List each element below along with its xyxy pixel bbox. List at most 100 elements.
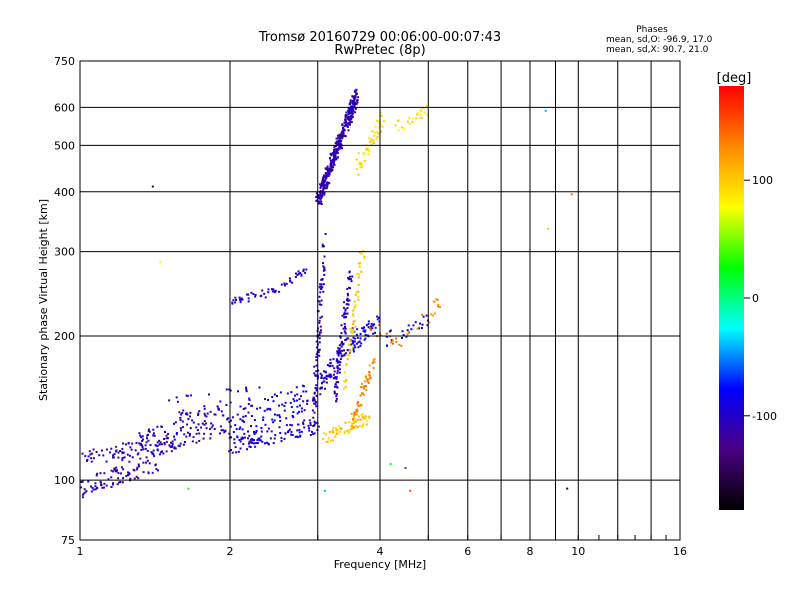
data-point — [341, 147, 344, 150]
data-point — [364, 385, 367, 387]
data-point — [338, 430, 341, 433]
data-point — [195, 441, 198, 444]
data-point — [130, 448, 133, 451]
data-point — [334, 376, 337, 379]
data-point — [360, 342, 363, 345]
data-point — [327, 437, 330, 440]
data-point — [81, 496, 84, 499]
data-point — [229, 389, 232, 392]
data-point — [343, 430, 346, 433]
data-point — [437, 305, 440, 308]
data-point — [274, 289, 277, 292]
data-point — [173, 438, 176, 441]
data-point — [346, 429, 349, 432]
data-point — [368, 373, 371, 376]
data-point — [248, 399, 251, 402]
data-point — [332, 161, 335, 164]
data-point — [421, 116, 423, 119]
data-point — [129, 446, 132, 449]
data-point — [238, 439, 241, 441]
data-point — [203, 432, 206, 435]
data-point — [358, 273, 360, 276]
data-point — [219, 425, 222, 428]
data-point — [341, 314, 344, 317]
chart-subtitle: RwPretec (8p) — [334, 43, 425, 58]
data-point — [147, 471, 150, 474]
data-point — [82, 492, 85, 495]
data-point — [409, 489, 412, 492]
data-point — [355, 168, 358, 170]
data-point — [370, 325, 373, 328]
data-point — [364, 415, 367, 418]
data-point — [110, 447, 113, 450]
data-point — [208, 393, 210, 396]
data-point — [332, 158, 335, 161]
data-point — [361, 382, 363, 385]
data-point — [186, 394, 189, 397]
data-point — [252, 293, 255, 296]
data-point — [115, 445, 118, 448]
data-point — [274, 413, 276, 416]
data-point — [326, 169, 329, 172]
data-point — [373, 323, 375, 326]
data-point — [112, 454, 115, 457]
data-point — [352, 322, 355, 325]
data-point — [249, 438, 252, 441]
data-point — [251, 439, 254, 442]
data-point — [288, 428, 291, 431]
data-point — [334, 153, 337, 155]
data-point — [313, 391, 316, 394]
data-point — [356, 401, 359, 404]
data-point — [357, 283, 360, 286]
data-point — [103, 486, 105, 489]
data-point — [319, 325, 322, 328]
data-point — [346, 287, 349, 290]
data-point — [247, 293, 249, 296]
data-point — [217, 407, 220, 410]
data-point — [314, 421, 317, 424]
data-point — [232, 299, 235, 302]
data-point — [361, 415, 364, 418]
data-point — [331, 165, 334, 168]
data-point — [324, 233, 327, 235]
data-point — [247, 403, 250, 405]
data-point — [272, 400, 275, 403]
data-point — [239, 418, 242, 421]
data-point — [261, 440, 264, 443]
data-point — [126, 453, 129, 456]
data-point — [313, 372, 316, 375]
data-point — [367, 322, 370, 325]
data-point — [348, 109, 351, 112]
data-point — [421, 313, 423, 316]
data-point — [248, 445, 251, 448]
data-point — [296, 429, 299, 432]
data-point — [365, 324, 368, 327]
data-point — [332, 426, 335, 429]
data-point — [173, 435, 175, 438]
data-point — [360, 404, 363, 407]
data-point — [322, 192, 325, 195]
data-point — [364, 380, 367, 383]
data-point — [209, 437, 212, 440]
data-point — [250, 415, 253, 417]
data-point — [266, 441, 268, 444]
data-point — [349, 350, 352, 353]
data-point — [319, 331, 322, 334]
data-point — [406, 120, 409, 123]
data-point — [197, 414, 200, 416]
data-point — [290, 424, 293, 427]
data-point — [362, 387, 365, 390]
data-point — [309, 422, 312, 424]
data-point — [400, 126, 403, 129]
data-point — [239, 301, 242, 304]
data-point — [418, 116, 421, 119]
data-point — [322, 186, 325, 189]
data-point — [110, 469, 113, 472]
data-point — [278, 416, 281, 419]
data-point — [322, 245, 325, 248]
data-point — [248, 440, 251, 443]
data-point — [329, 167, 331, 170]
chart-title: Tromsø 20160729 00:06:00-00:07:43 — [258, 30, 501, 45]
data-point — [200, 426, 203, 429]
